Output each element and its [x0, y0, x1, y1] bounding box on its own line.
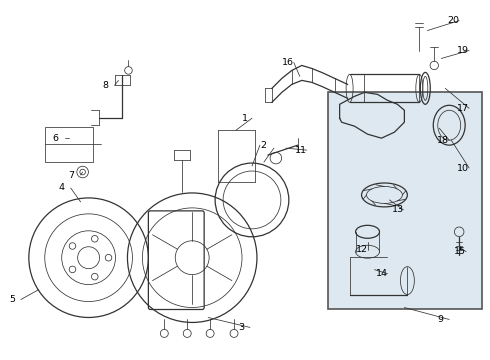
Text: 15: 15: [454, 247, 466, 256]
Text: 18: 18: [437, 136, 449, 145]
Text: 6: 6: [53, 134, 59, 143]
Text: 8: 8: [102, 81, 109, 90]
Bar: [328, 92, 482, 310]
Text: 4: 4: [59, 184, 65, 193]
Text: 16: 16: [282, 58, 294, 67]
Text: 3: 3: [238, 323, 244, 332]
Text: 13: 13: [392, 206, 404, 215]
Text: 1: 1: [242, 114, 248, 123]
Bar: [45, 127, 93, 162]
Text: 7: 7: [69, 171, 74, 180]
Text: 9: 9: [437, 315, 443, 324]
Text: 2: 2: [260, 141, 266, 150]
Text: 11: 11: [295, 145, 307, 154]
Text: 12: 12: [356, 245, 368, 254]
Text: 14: 14: [375, 269, 388, 278]
Text: 17: 17: [457, 104, 469, 113]
Text: 5: 5: [9, 295, 15, 304]
Text: 19: 19: [457, 46, 469, 55]
Text: 10: 10: [457, 163, 469, 172]
Text: 20: 20: [447, 16, 459, 25]
